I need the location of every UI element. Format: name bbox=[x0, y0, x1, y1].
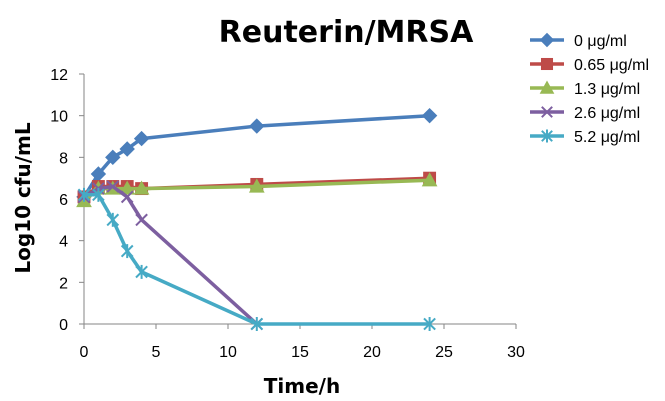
data-point bbox=[120, 244, 134, 259]
data-point bbox=[119, 180, 136, 195]
legend-item: 0 μg/ml bbox=[530, 32, 627, 50]
data-point bbox=[135, 213, 148, 227]
legend-marker bbox=[540, 57, 554, 71]
data-point bbox=[106, 180, 120, 193]
x-tick-label: 15 bbox=[291, 344, 309, 361]
x-axis-label: Time/h bbox=[264, 374, 340, 398]
legend-marker bbox=[539, 80, 555, 94]
data-point bbox=[135, 264, 148, 279]
legend-label: 0.65 μg/ml bbox=[574, 57, 649, 74]
x-tick-label: 25 bbox=[435, 344, 453, 361]
legend-label: 5.2 μg/ml bbox=[574, 129, 640, 146]
data-point bbox=[248, 178, 265, 193]
legend-label: 2.6 μg/ml bbox=[574, 105, 640, 122]
data-point bbox=[421, 107, 438, 124]
legend-item: 0.65 μg/ml bbox=[530, 57, 649, 74]
x-tick-label: 0 bbox=[80, 344, 89, 361]
data-point bbox=[77, 187, 91, 202]
legend-item: 5.2 μg/ml bbox=[530, 129, 640, 146]
x-tick-label: 30 bbox=[507, 344, 525, 361]
legend-label: 1.3 μg/ml bbox=[574, 81, 640, 98]
data-point bbox=[119, 141, 135, 157]
data-point bbox=[106, 212, 120, 227]
legend-item: 2.6 μg/ml bbox=[530, 105, 640, 122]
x-tick-label: 10 bbox=[219, 344, 237, 361]
data-point bbox=[120, 190, 134, 204]
data-point bbox=[250, 317, 264, 331]
y-axis-label: Log10 cfu/mL bbox=[11, 122, 35, 274]
y-tick-label: 8 bbox=[59, 150, 68, 167]
y-tick-label: 4 bbox=[59, 234, 68, 251]
data-point bbox=[133, 130, 150, 147]
data-point bbox=[421, 172, 438, 187]
data-point bbox=[105, 149, 121, 166]
data-point bbox=[249, 118, 265, 134]
chart-title: Reuterin/MRSA bbox=[219, 15, 474, 50]
series-5 bbox=[77, 187, 436, 331]
legend-label: 0 μg/ml bbox=[574, 33, 627, 50]
x-tick-label: 20 bbox=[363, 344, 381, 361]
legend-marker bbox=[541, 129, 553, 143]
legend: 0 μg/ml 0.65 μg/ml 1.3 μg/ml 2.6 μg/ml 5.2 μ… bbox=[530, 32, 649, 146]
data-point bbox=[133, 180, 150, 195]
y-tick-label: 0 bbox=[59, 317, 68, 334]
legend-marker bbox=[541, 106, 553, 118]
legend-item: 1.3 μg/ml bbox=[530, 80, 640, 98]
legend-marker bbox=[539, 32, 555, 48]
axes: 0 5 10 15 20 25 30 0 2 4 6 8 10 12 bbox=[50, 67, 525, 361]
y-tick-label: 10 bbox=[50, 109, 68, 126]
series-line bbox=[82, 184, 259, 326]
plot-series bbox=[76, 107, 438, 331]
y-tick-label: 6 bbox=[59, 192, 68, 209]
data-point bbox=[92, 187, 105, 202]
y-tick-label: 2 bbox=[59, 275, 68, 292]
x-tick-label: 5 bbox=[152, 344, 161, 361]
data-point bbox=[423, 317, 436, 331]
y-tick-label: 12 bbox=[50, 67, 68, 84]
series-4 bbox=[77, 180, 264, 331]
series-line bbox=[82, 193, 432, 326]
